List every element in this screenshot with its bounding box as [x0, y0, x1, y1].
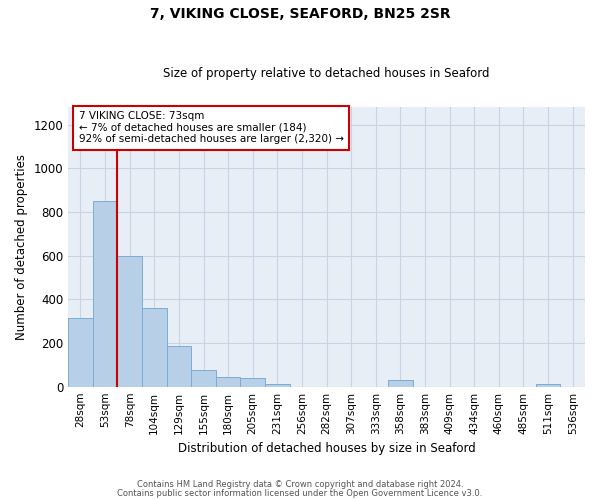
Text: Contains public sector information licensed under the Open Government Licence v3: Contains public sector information licen…	[118, 488, 482, 498]
Text: 7 VIKING CLOSE: 73sqm
← 7% of detached houses are smaller (184)
92% of semi-deta: 7 VIKING CLOSE: 73sqm ← 7% of detached h…	[79, 111, 344, 144]
Bar	[265, 384, 290, 386]
Bar	[93, 201, 118, 386]
Bar	[536, 384, 560, 386]
Bar	[68, 318, 93, 386]
Text: Contains HM Land Registry data © Crown copyright and database right 2024.: Contains HM Land Registry data © Crown c…	[137, 480, 463, 489]
Y-axis label: Number of detached properties: Number of detached properties	[15, 154, 28, 340]
Bar	[388, 380, 413, 386]
Bar	[191, 370, 216, 386]
Bar	[216, 377, 241, 386]
Bar	[167, 346, 191, 387]
Bar	[142, 308, 167, 386]
Text: 7, VIKING CLOSE, SEAFORD, BN25 2SR: 7, VIKING CLOSE, SEAFORD, BN25 2SR	[149, 8, 451, 22]
Title: Size of property relative to detached houses in Seaford: Size of property relative to detached ho…	[163, 66, 490, 80]
Bar	[241, 378, 265, 386]
Bar	[118, 256, 142, 386]
X-axis label: Distribution of detached houses by size in Seaford: Distribution of detached houses by size …	[178, 442, 475, 455]
